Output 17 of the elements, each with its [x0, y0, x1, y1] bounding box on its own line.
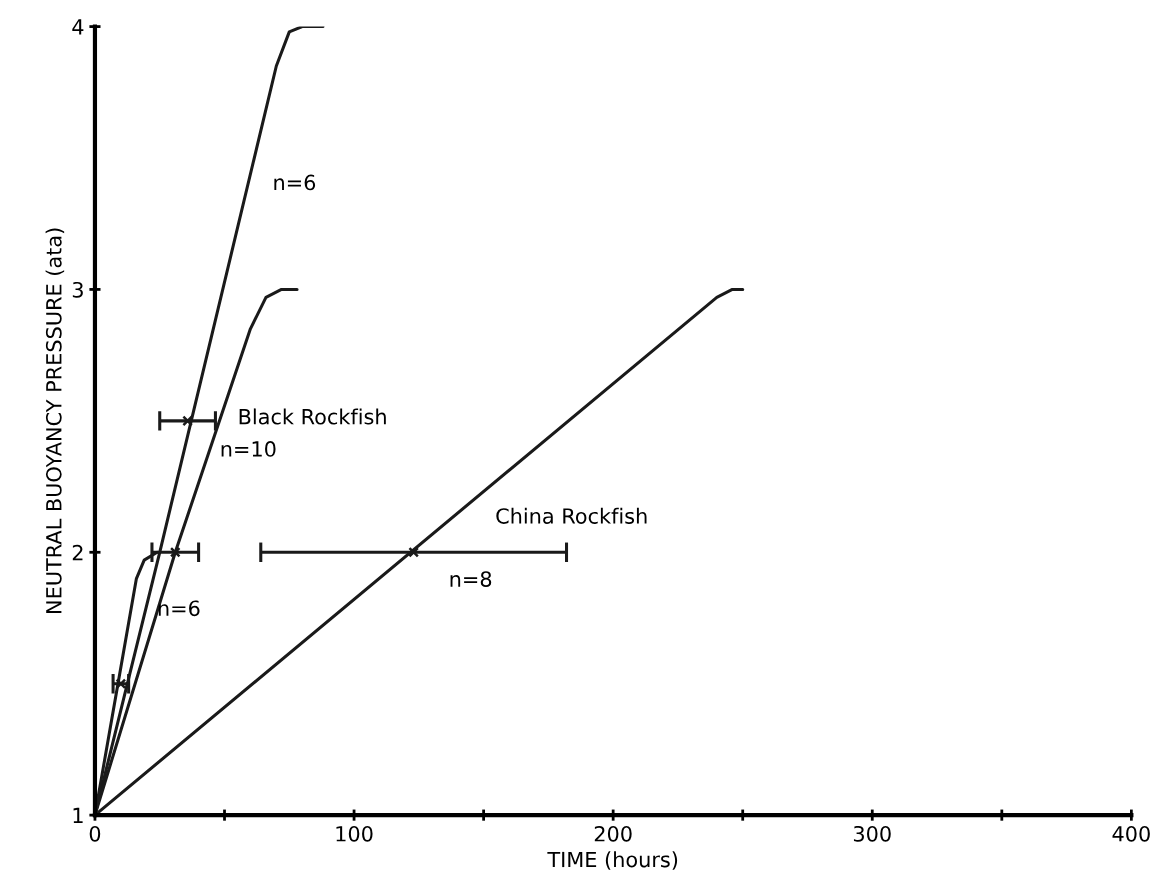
x-tick-label: 200	[594, 825, 632, 842]
annotation: n=8	[450, 571, 492, 587]
y-tick-label: 1	[73, 807, 83, 824]
y-tick-label: 2	[72, 544, 83, 561]
x-tick-label: 400	[1112, 825, 1150, 842]
x-tick-label: 100	[336, 825, 373, 842]
annotation: n=10	[221, 441, 276, 457]
x-axis-title: TIME (hours)	[547, 851, 678, 870]
x-tick-label: 0	[89, 825, 101, 842]
y-tick-label: 3	[72, 281, 83, 298]
y-tick-label: 4	[72, 19, 84, 35]
x-tick-label: 300	[853, 825, 891, 842]
y-axis-title: NEUTRAL BUOYANCY PRESSURE (ata)	[45, 228, 65, 613]
annotation: n=6	[274, 174, 316, 191]
annotation: Black Rockfish	[239, 408, 386, 425]
annotation: n=6	[158, 600, 200, 617]
annotation: China Rockfish	[496, 507, 647, 524]
